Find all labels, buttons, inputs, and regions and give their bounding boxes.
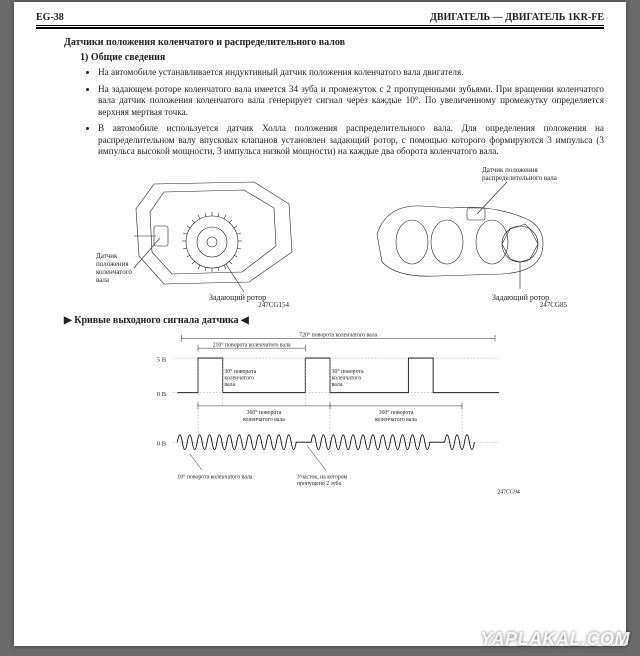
svg-text:вала: вала (96, 276, 110, 284)
svg-text:Датчик положения: Датчик положения (482, 166, 538, 174)
svg-text:247CG94: 247CG94 (497, 489, 520, 495)
svg-text:Датчик: Датчик (96, 252, 118, 260)
bullet-2: На задающем роторе коленчатого вала имее… (98, 84, 604, 119)
page-header: EG-38 ДВИГАТЕЛЬ — ДВИГАТЕЛЬ 1KR-FE (36, 12, 604, 26)
svg-text:коленчатого: коленчатого (96, 268, 132, 276)
section-title: Датчики положения коленчатого и распреде… (64, 37, 604, 48)
header-rule (36, 27, 604, 29)
watermark: YAPLAKAL.COM (480, 629, 630, 650)
svg-text:210° поворота коленчатого вала: 210° поворота коленчатого вала (213, 341, 291, 348)
svg-text:пропущено 2 зуба: пропущено 2 зуба (297, 480, 341, 487)
svg-text:30° поворота: 30° поворота (332, 367, 364, 374)
subsection-1: 1) Общие сведения (80, 52, 604, 63)
header-right: ДВИГАТЕЛЬ — ДВИГАТЕЛЬ 1KR-FE (430, 12, 604, 23)
svg-text:360° поворота: 360° поворота (379, 409, 414, 416)
svg-text:5 В: 5 В (157, 356, 167, 363)
figure-crank-sensor: Датчик положения коленчатого вала Задающ… (94, 164, 324, 309)
bullet-3: В автомобиле используется датчик Холла п… (98, 123, 604, 158)
svg-text:коленчатого вала: коленчатого вала (243, 416, 285, 422)
waveform-heading: Кривые выходного сигнала датчика (64, 315, 604, 326)
svg-text:0 В: 0 В (157, 391, 167, 398)
svg-text:0 В: 0 В (157, 440, 167, 447)
bullet-1: На автомобиле устанавливается индуктивны… (98, 67, 604, 79)
bullet-list: На автомобиле устанавливается индуктивны… (98, 67, 604, 158)
svg-text:положения: положения (96, 260, 129, 268)
fig2-code: 247CG85 (540, 301, 568, 309)
svg-text:распределительного вала: распределительного вала (482, 174, 558, 182)
waveform-diagram: 720° поворота коленчатого вала 210° пово… (90, 330, 570, 500)
fig1-code: 247CG154 (258, 301, 289, 309)
figure-row: Датчик положения коленчатого вала Задающ… (94, 164, 604, 309)
sub1-num: 1) (80, 52, 88, 63)
pdf-viewer: EG-38 ДВИГАТЕЛЬ — ДВИГАТЕЛЬ 1KR-FE Датчи… (0, 0, 640, 656)
svg-text:коленчатого вала: коленчатого вала (375, 416, 417, 422)
svg-text:коленчатого: коленчатого (224, 375, 254, 381)
svg-text:360° поворота: 360° поворота (247, 409, 282, 416)
header-left: EG-38 (36, 12, 64, 23)
sub1-title: Общие сведения (91, 52, 166, 63)
svg-text:10° поворота коленчатого вала: 10° поворота коленчатого вала (177, 473, 252, 480)
svg-text:вала: вала (332, 382, 343, 388)
svg-text:30° поворота: 30° поворота (224, 367, 256, 374)
document-page: EG-38 ДВИГАТЕЛЬ — ДВИГАТЕЛЬ 1KR-FE Датчи… (14, 2, 626, 646)
svg-text:вала: вала (224, 382, 235, 388)
svg-text:720° поворота коленчатого вала: 720° поворота коленчатого вала (299, 331, 377, 338)
figure-cam-sensor: Датчик положения распределительного вала (342, 164, 572, 309)
svg-text:Участок, на котором: Участок, на котором (297, 474, 347, 480)
svg-text:коленчатого: коленчатого (332, 375, 362, 381)
